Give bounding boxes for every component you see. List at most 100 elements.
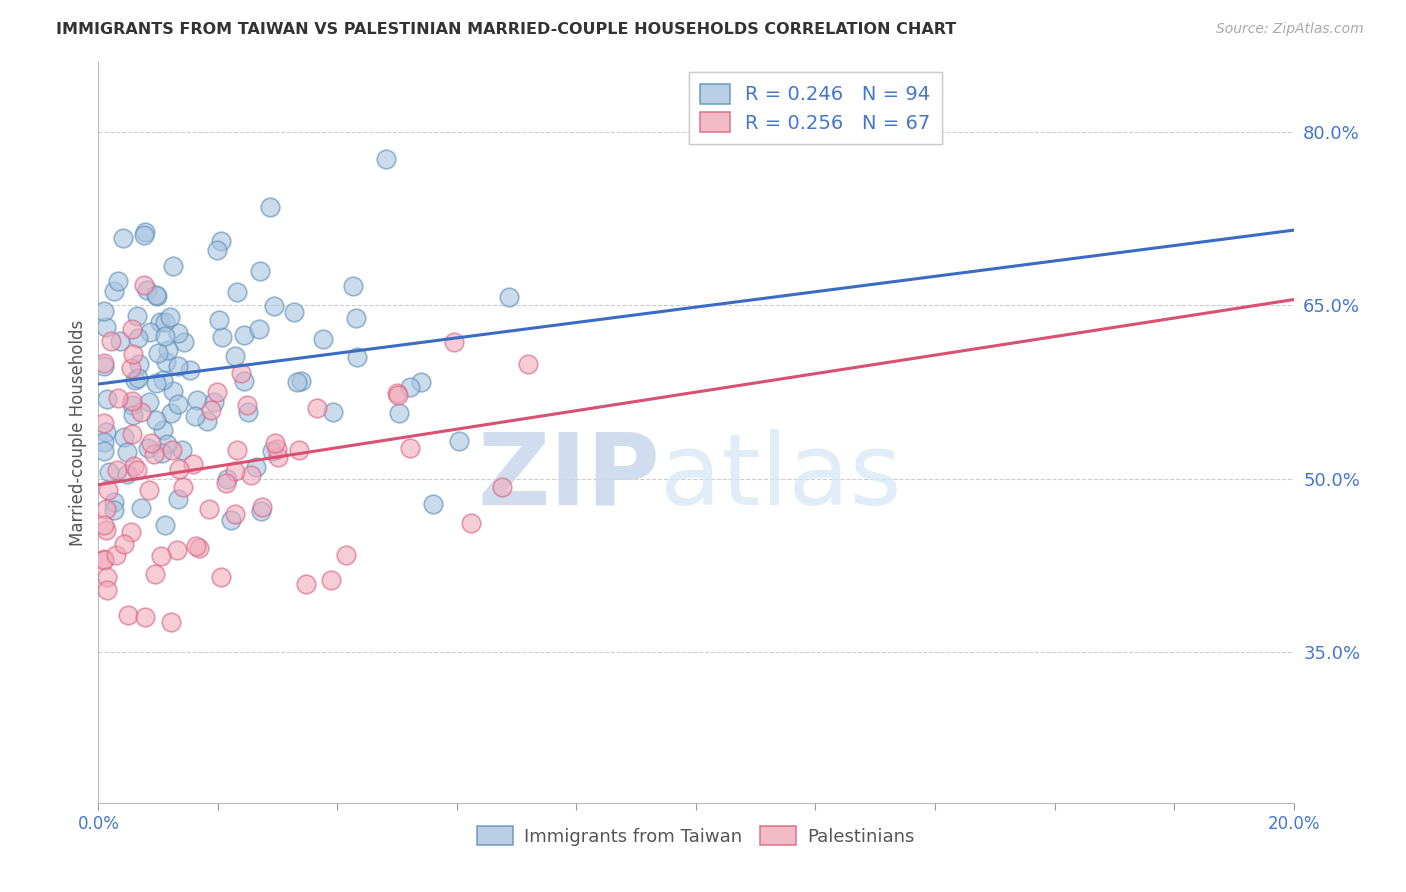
Text: IMMIGRANTS FROM TAIWAN VS PALESTINIAN MARRIED-COUPLE HOUSEHOLDS CORRELATION CHAR: IMMIGRANTS FROM TAIWAN VS PALESTINIAN MA… xyxy=(56,22,956,37)
Point xyxy=(491,480,513,494)
Point xyxy=(138,394,160,409)
Point xyxy=(160,406,183,420)
Point xyxy=(166,542,188,557)
Point xyxy=(260,444,283,458)
Point xyxy=(148,345,170,359)
Point xyxy=(245,459,267,474)
Point xyxy=(153,316,176,330)
Point xyxy=(127,370,149,384)
Point xyxy=(162,260,184,274)
Point xyxy=(186,392,208,407)
Point xyxy=(409,375,432,389)
Point xyxy=(167,326,190,341)
Point xyxy=(167,491,190,506)
Point xyxy=(385,385,408,400)
Point xyxy=(443,334,465,349)
Point xyxy=(93,517,115,532)
Point xyxy=(200,403,222,417)
Point xyxy=(112,537,135,551)
Text: atlas: atlas xyxy=(661,428,901,525)
Point xyxy=(124,373,146,387)
Point xyxy=(263,299,285,313)
Point xyxy=(103,284,125,298)
Point xyxy=(117,607,139,622)
Point xyxy=(127,330,149,344)
Point xyxy=(167,462,190,476)
Point xyxy=(112,430,135,444)
Point xyxy=(173,480,195,494)
Point xyxy=(447,434,470,449)
Point xyxy=(295,576,318,591)
Point xyxy=(115,445,138,459)
Point xyxy=(96,392,118,406)
Point xyxy=(225,285,247,299)
Point xyxy=(290,374,312,388)
Point xyxy=(247,322,270,336)
Point xyxy=(112,231,135,245)
Point xyxy=(205,384,228,399)
Point xyxy=(146,289,169,303)
Point xyxy=(93,416,115,430)
Point xyxy=(266,442,288,456)
Point xyxy=(152,373,174,387)
Point xyxy=(236,398,259,412)
Point xyxy=(121,394,143,409)
Point xyxy=(136,441,159,455)
Y-axis label: Married-couple Households: Married-couple Households xyxy=(69,319,87,546)
Point xyxy=(170,443,193,458)
Point xyxy=(155,517,177,532)
Point xyxy=(173,334,195,349)
Point xyxy=(322,405,344,419)
Point xyxy=(202,394,225,409)
Point xyxy=(233,375,256,389)
Point xyxy=(122,459,145,474)
Point xyxy=(264,436,287,450)
Point xyxy=(250,504,273,518)
Point xyxy=(134,277,156,292)
Point xyxy=(209,234,232,248)
Point xyxy=(105,463,128,477)
Point xyxy=(224,464,246,478)
Point xyxy=(159,310,181,324)
Point xyxy=(94,502,117,516)
Point xyxy=(152,423,174,437)
Point xyxy=(145,376,167,390)
Point xyxy=(93,444,115,458)
Point xyxy=(97,483,120,498)
Point xyxy=(162,384,184,398)
Point xyxy=(97,466,120,480)
Point xyxy=(129,405,152,419)
Point xyxy=(209,570,232,584)
Point xyxy=(129,501,152,516)
Point xyxy=(249,263,271,277)
Point xyxy=(139,325,162,339)
Point xyxy=(157,343,180,357)
Point xyxy=(211,330,233,344)
Legend: Immigrants from Taiwan, Palestinians: Immigrants from Taiwan, Palestinians xyxy=(470,819,922,853)
Point xyxy=(344,311,367,326)
Point xyxy=(311,332,333,346)
Point xyxy=(267,450,290,464)
Point xyxy=(224,349,246,363)
Point xyxy=(134,610,156,624)
Point xyxy=(221,512,243,526)
Point xyxy=(167,359,190,374)
Point xyxy=(145,413,167,427)
Point xyxy=(93,553,115,567)
Point xyxy=(155,355,177,369)
Point xyxy=(149,549,172,563)
Point xyxy=(335,549,357,563)
Point xyxy=(208,313,231,327)
Point xyxy=(122,347,145,361)
Point xyxy=(224,507,246,521)
Point xyxy=(107,274,129,288)
Point xyxy=(105,548,128,562)
Point xyxy=(145,566,167,581)
Point xyxy=(207,243,229,257)
Point xyxy=(184,539,207,553)
Point xyxy=(100,334,122,349)
Point xyxy=(121,398,143,412)
Point xyxy=(229,366,252,380)
Point xyxy=(160,442,183,457)
Point xyxy=(96,583,118,598)
